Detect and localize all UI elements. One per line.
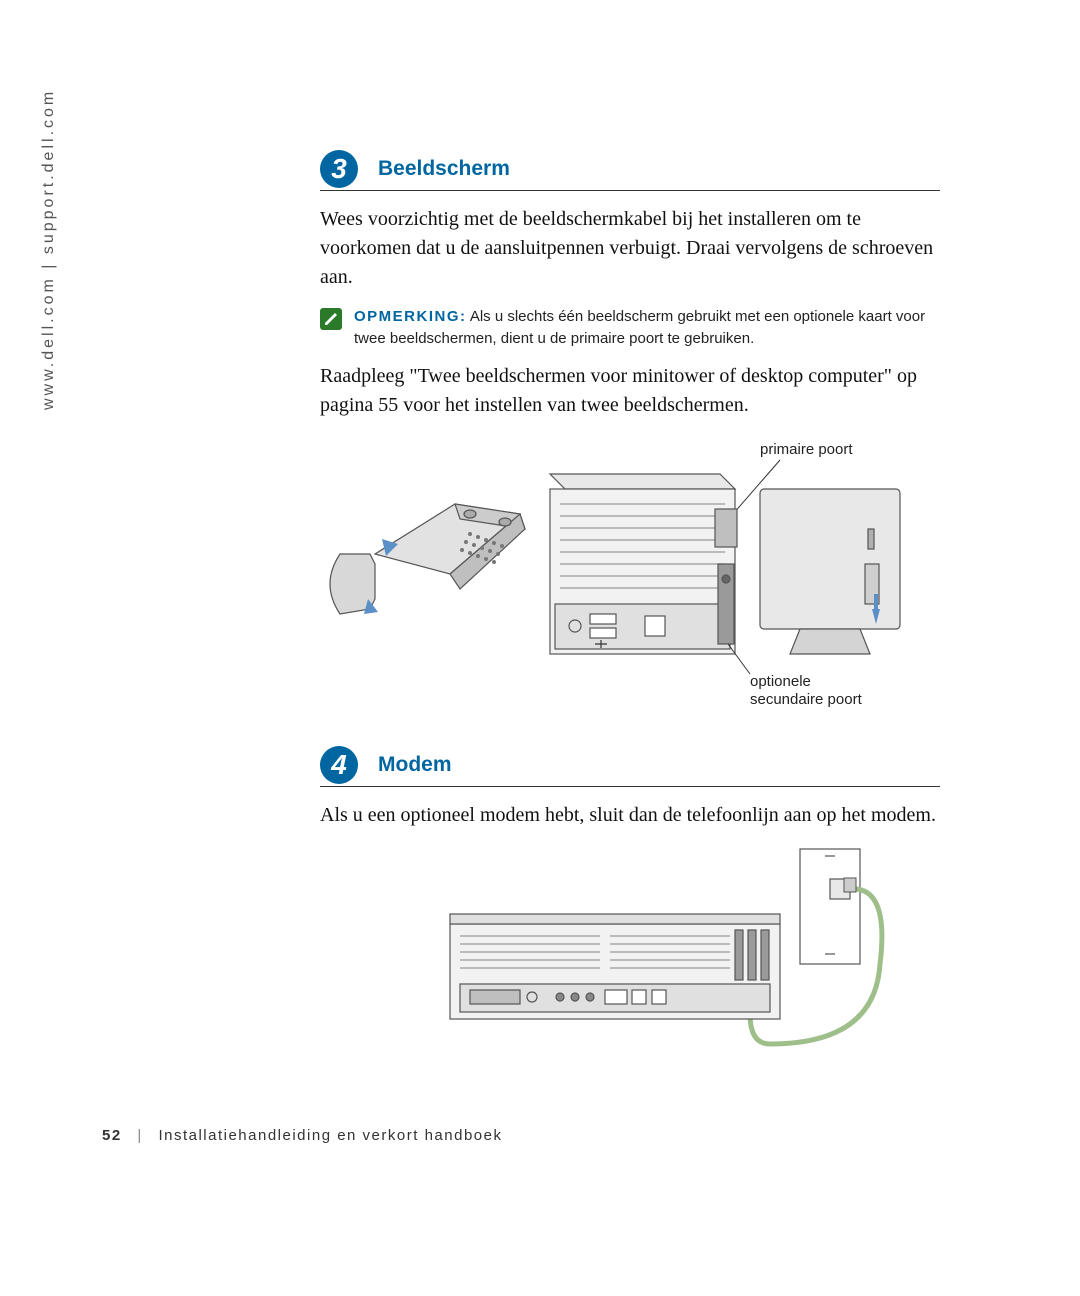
step3-note: OPMERKING: Als u slechts één beeldscherm… — [320, 306, 940, 350]
vga-connector — [330, 504, 525, 614]
step3-title: Beeldscherm — [378, 157, 510, 181]
page-number: 52 — [102, 1127, 122, 1144]
step3-note-text: OPMERKING: Als u slechts één beeldscherm… — [354, 306, 940, 350]
step3-heading: 3 Beeldscherm — [320, 150, 940, 191]
callout-secondary-2: secundaire poort — [750, 691, 863, 708]
step4-title: Modem — [378, 753, 452, 777]
step3-para2: Raadpleeg "Twee beeldschermen voor minit… — [320, 362, 940, 420]
monitor — [760, 489, 900, 654]
desktop-chassis — [550, 474, 737, 654]
sidebar-url: www.dell.com | support.dell.com — [40, 89, 58, 410]
step3-number-badge: 3 — [320, 150, 358, 188]
callout-secondary-1: optionele — [750, 673, 811, 690]
page-footer: 52 | Installatiehandleiding en verkort h… — [102, 1127, 502, 1144]
step4-number-badge: 4 — [320, 746, 358, 784]
wall-plate — [800, 849, 860, 964]
footer-divider: | — [137, 1127, 142, 1144]
desktop-rear — [450, 914, 780, 1019]
step4-heading: 4 Modem — [320, 746, 940, 787]
callout-primary: primaire poort — [760, 441, 853, 458]
step3-diagram: primaire poort — [320, 434, 940, 724]
footer-title: Installatiehandleiding en verkort handbo… — [158, 1127, 502, 1144]
note-label: OPMERKING: — [354, 308, 467, 325]
note-icon — [320, 308, 342, 330]
step4-para1: Als u een optioneel modem hebt, sluit da… — [320, 801, 940, 830]
step3-para1: Wees voorzichtig met de beeldschermkabel… — [320, 205, 940, 292]
page-content: 3 Beeldscherm Wees voorzichtig met de be… — [320, 150, 940, 1096]
step4-diagram — [430, 844, 940, 1074]
